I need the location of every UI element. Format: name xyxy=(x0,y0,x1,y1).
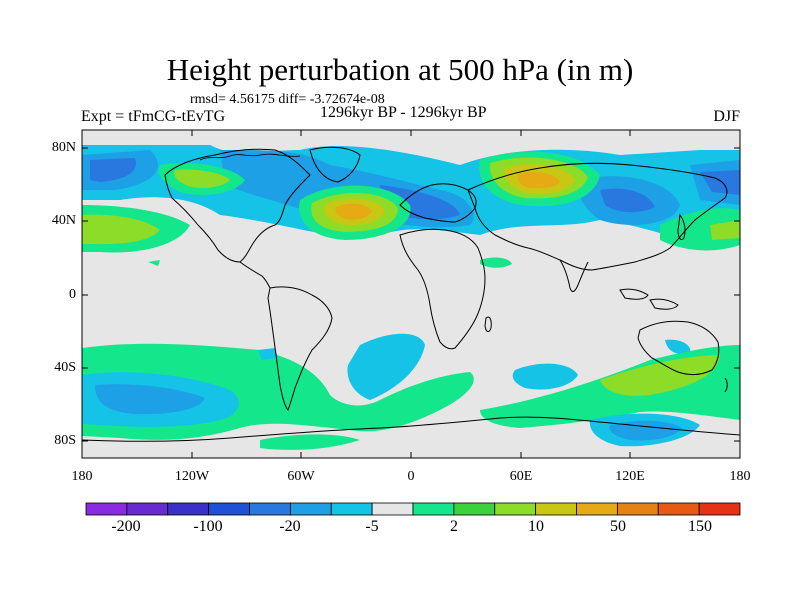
colorbar-segment xyxy=(85,502,128,516)
colorbar-segment xyxy=(126,502,169,516)
colorbar-segment xyxy=(576,502,618,516)
lon-label-180w: 180 xyxy=(71,469,93,484)
colorbar-segment xyxy=(412,502,455,516)
tick-marks xyxy=(81,130,741,458)
lat-label-80s: 80S xyxy=(54,433,76,448)
colorbar-segment xyxy=(371,502,414,516)
arctic-coastline xyxy=(199,153,301,161)
colorbar-segment xyxy=(494,502,537,516)
lat-label-40s: 40S xyxy=(54,360,76,375)
lat-label-80n: 80N xyxy=(51,140,76,155)
colorbar-segment xyxy=(453,502,496,516)
map-title: Height perturbation at 500 hPa (in m) xyxy=(166,52,634,87)
colorbar-label: -5 xyxy=(365,518,379,535)
lon-label-0: 0 xyxy=(407,469,415,484)
colorbar-segment xyxy=(208,502,250,516)
colorbar-label: -20 xyxy=(279,518,301,535)
colorbar-label: -100 xyxy=(193,518,223,535)
colorbar-segment xyxy=(616,502,659,516)
colorbar xyxy=(85,502,741,516)
colorbar-segment xyxy=(698,502,741,516)
lon-label-60e: 60E xyxy=(509,469,533,484)
lon-label-120e: 120E xyxy=(615,469,645,484)
colorbar-label: -200 xyxy=(111,518,141,535)
coastlines xyxy=(82,146,740,442)
colorbar-label: 50 xyxy=(610,518,626,535)
lon-label-60w: 60W xyxy=(287,469,315,484)
colorbar-label: 2 xyxy=(450,518,458,535)
lat-label-40n: 40N xyxy=(51,213,76,228)
colorbar-label: 150 xyxy=(688,518,712,535)
colorbar-segment xyxy=(249,502,291,516)
lon-label-120w: 120W xyxy=(174,469,210,484)
rmsd-label: rmsd= 4.56175 diff= -3.72674e-08 xyxy=(190,92,385,107)
experiment-label: Expt = tFmCG-tEvTG xyxy=(81,108,226,125)
period-label: 1296kyr BP - 1296kyr BP xyxy=(320,104,487,121)
colorbar-segment xyxy=(330,502,373,516)
sh-features xyxy=(82,333,740,450)
lon-label-180e: 180 xyxy=(729,469,751,484)
colorbar-segment xyxy=(289,502,332,516)
colorbar-label: 10 xyxy=(528,518,544,535)
colorbar-segment xyxy=(657,502,700,516)
colorbar-segment xyxy=(167,502,210,516)
colorbar-segment xyxy=(535,502,577,516)
season-label: DJF xyxy=(713,108,740,125)
lat-label-equator: 0 xyxy=(69,287,76,302)
